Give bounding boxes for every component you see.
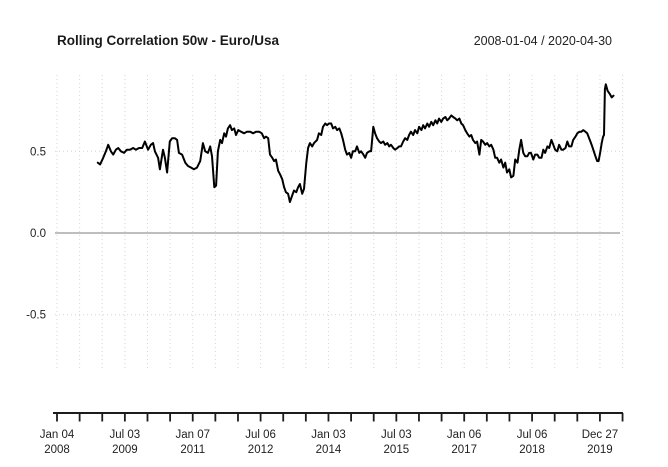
series-line: [96, 83, 615, 203]
x-tick-label-year: 2019: [587, 444, 613, 456]
x-tick-label-date: Jan 06: [447, 429, 482, 441]
x-tick-label-date: Dec 27: [582, 429, 618, 441]
x-tick-label-year: 2015: [384, 444, 410, 456]
y-tick-label: -0.5: [26, 310, 46, 322]
x-tick-label-year: 2018: [519, 444, 545, 456]
chart-title: Rolling Correlation 50w - Euro/Usa: [57, 33, 280, 48]
y-tick-label: 0.0: [30, 228, 46, 240]
x-tick-label-year: 2008: [44, 444, 70, 456]
x-tick-label-date: Jul 06: [245, 429, 276, 441]
x-tick-label-date: Jan 04: [40, 429, 75, 441]
x-tick-label-date: Jul 03: [381, 429, 412, 441]
x-tick-label-date: Jan 07: [175, 429, 210, 441]
x-tick-label-date: Jul 06: [517, 429, 548, 441]
x-tick-label-year: 2011: [180, 444, 205, 456]
x-tick-label-year: 2012: [248, 444, 274, 456]
x-tick-label-date: Jul 03: [110, 429, 141, 441]
chart-period-range: 2008-01-04 / 2020-04-30: [473, 34, 612, 48]
x-tick-label-year: 2014: [316, 444, 342, 456]
y-tick-label: 0.5: [30, 146, 46, 158]
x-tick-label-year: 2009: [112, 444, 138, 456]
x-tick-label-date: Jan 03: [311, 429, 346, 441]
x-tick-label-year: 2017: [451, 444, 477, 456]
